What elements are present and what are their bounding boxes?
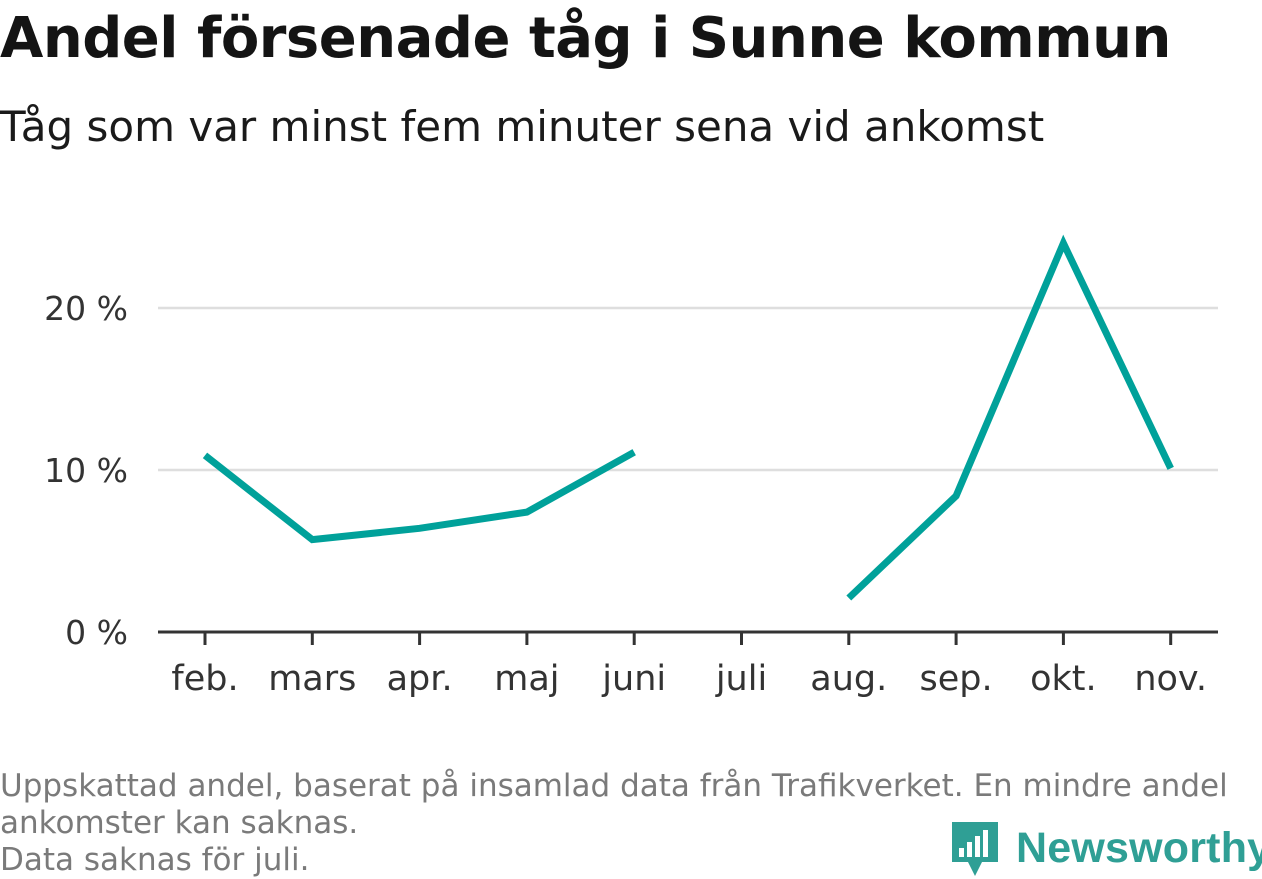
data-point [204, 454, 206, 456]
y-tick-label: 20 % [44, 289, 128, 328]
series-line [846, 234, 1174, 601]
x-tick-label: maj [494, 659, 559, 699]
footnote-line: Uppskattad andel, baserat på insamlad da… [0, 768, 1228, 804]
data-point [311, 539, 313, 541]
series-line [202, 449, 636, 544]
x-tick-label: apr. [387, 659, 453, 699]
x-tick-label: feb. [171, 659, 238, 699]
x-tick-label: juni [601, 659, 666, 699]
chart-subtitle: Tåg som var minst fem minuter sena vid a… [0, 102, 1045, 151]
footnote-missing-data: Data saknas för juli. [0, 842, 310, 878]
footnote-line: ankomster kan saknas. [0, 805, 359, 841]
x-tick-label: mars [268, 659, 356, 699]
data-point [633, 451, 635, 453]
data-point [848, 597, 850, 599]
newsworthy-logo-icon [952, 822, 998, 876]
data-point [1062, 242, 1064, 244]
x-tick-label: aug. [810, 659, 887, 699]
data-point [955, 495, 957, 497]
newsworthy-logo: Newsworthy [950, 818, 1262, 878]
data-point [1170, 467, 1172, 469]
brand-name: Newsworthy [1016, 823, 1262, 872]
data-point [419, 527, 421, 529]
y-tick-label: 0 % [65, 613, 128, 652]
x-tick-label: nov. [1134, 659, 1207, 699]
chart-title: Andel försenade tåg i Sunne kommun [0, 6, 1171, 71]
footnote: Uppskattad andel, baserat på insamlad da… [0, 768, 1250, 879]
data-point [526, 511, 528, 513]
y-tick-label: 10 % [44, 451, 128, 490]
x-tick-label: sep. [920, 659, 993, 699]
x-tick-label: juli [715, 659, 767, 699]
x-tick-label: okt. [1030, 659, 1097, 699]
